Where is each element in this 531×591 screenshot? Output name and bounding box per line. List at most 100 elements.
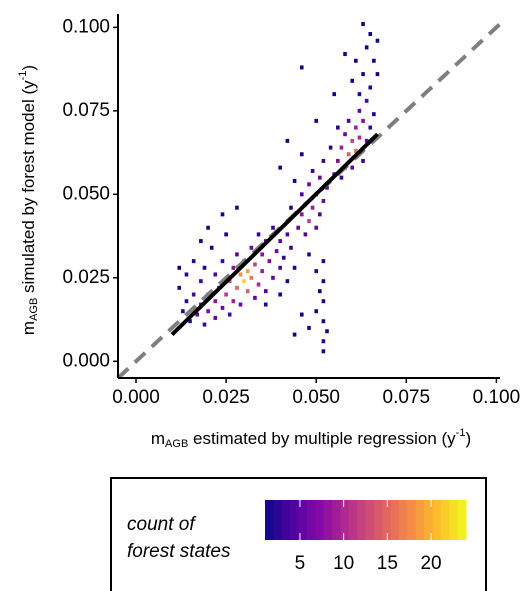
colorbar-segment [273, 500, 283, 540]
heat-cell [321, 199, 326, 204]
heat-cell [332, 92, 337, 97]
colorbar-segment [382, 500, 392, 540]
colorbar-segment [390, 500, 400, 540]
heat-cell [375, 72, 380, 77]
heat-cell [209, 245, 214, 250]
heat-cell [238, 272, 243, 277]
colorbar-segment [399, 500, 408, 540]
heat-cell [260, 269, 264, 274]
colorbar-segment [424, 500, 433, 540]
heat-cell [364, 98, 369, 103]
x-axis-label-part: -1 [456, 427, 466, 439]
legend-box [110, 477, 487, 591]
y-axis-label: mAGB simulated by forest model (y-1) [17, 65, 40, 335]
colorbar-tick-label: 15 [377, 553, 398, 574]
heat-cell [364, 138, 369, 143]
heat-cell [318, 212, 322, 217]
heat-cell [372, 112, 376, 117]
x-tick-label: 0.100 [473, 387, 521, 408]
heat-cell [289, 245, 293, 250]
x-tick-label: 0.025 [202, 387, 250, 408]
heat-cell [299, 312, 304, 317]
heat-cell [263, 302, 268, 307]
y-axis-label-part: AGB [28, 298, 40, 321]
x-axis-label-part: AGB [165, 438, 188, 450]
heat-cell [346, 118, 351, 123]
heat-cell [357, 108, 362, 113]
legend-title: count of [127, 514, 196, 535]
colorbar-segment [315, 500, 325, 540]
fit-line [170, 132, 379, 337]
heat-cell [296, 225, 300, 230]
heat-cell [285, 138, 290, 143]
heat-cell [285, 279, 290, 284]
heat-cell [227, 312, 232, 317]
heat-cell [339, 145, 344, 150]
heat-cell [375, 38, 380, 43]
colorbar-segment [365, 500, 375, 540]
colorbar-segment [440, 500, 450, 540]
heat-cell [325, 329, 329, 334]
heat-cell [224, 292, 228, 297]
heat-cell [292, 332, 297, 337]
heat-cell [314, 118, 319, 123]
heat-cell [271, 225, 275, 230]
heat-cell [321, 349, 326, 354]
heat-cell [325, 185, 329, 190]
heat-cell [357, 135, 362, 140]
heat-cell [227, 279, 232, 284]
heat-cell [260, 252, 264, 257]
colorbar-segment [306, 500, 316, 540]
heat-cell [231, 265, 236, 270]
heat-cell [299, 212, 304, 217]
heat-cell [224, 232, 228, 237]
heat-cell [318, 289, 322, 294]
colorbar-segment [373, 500, 383, 540]
colorbar-segment [323, 500, 333, 540]
heat-cell [256, 282, 261, 287]
heat-cell [361, 118, 365, 123]
heat-cell [213, 315, 218, 320]
heat-cell [256, 232, 261, 237]
y-axis-label-part: -1 [17, 71, 29, 81]
x-tick-label: 0.075 [383, 387, 431, 408]
colorbar-segment [265, 500, 274, 540]
heat-cell [364, 45, 369, 50]
heat-cell [249, 245, 254, 250]
heat-cell [321, 259, 326, 264]
colorbar-segment [432, 500, 442, 540]
colorbar-tick-label: 20 [420, 553, 441, 574]
heat-cell [281, 255, 286, 260]
y-tick-label: 0.025 [62, 267, 110, 288]
heat-cell [336, 125, 340, 130]
heat-cell [310, 168, 315, 173]
heat-cell [191, 259, 196, 264]
heat-cell [202, 322, 207, 327]
heat-cell [235, 205, 239, 210]
x-tick-label: 0.050 [292, 387, 340, 408]
heat-cell [292, 178, 297, 183]
heat-cell [372, 58, 376, 63]
y-tick-label: 0.050 [62, 183, 110, 204]
heat-cell [310, 205, 315, 210]
heat-cell [278, 292, 282, 297]
colorbar-segment [332, 500, 341, 540]
x-axis-label-part: estimated by multiple regression (y [188, 429, 456, 448]
heat-cell [321, 299, 326, 304]
heat-cell [361, 72, 365, 77]
legend-title: forest states [127, 541, 231, 562]
heat-cell [213, 272, 218, 277]
colorbar-segment [340, 500, 350, 540]
heat-cell [177, 285, 182, 290]
heat-cell [253, 295, 257, 300]
heat-cell [285, 232, 290, 237]
heat-cell [346, 152, 351, 157]
heat-cell [336, 158, 340, 163]
heat-cell [249, 275, 254, 280]
colorbar-tick-label: 5 [295, 553, 306, 574]
colorbar-segment [357, 500, 366, 540]
heat-cell [361, 22, 365, 27]
heat-cell [314, 269, 319, 274]
heat-cell [314, 225, 319, 230]
